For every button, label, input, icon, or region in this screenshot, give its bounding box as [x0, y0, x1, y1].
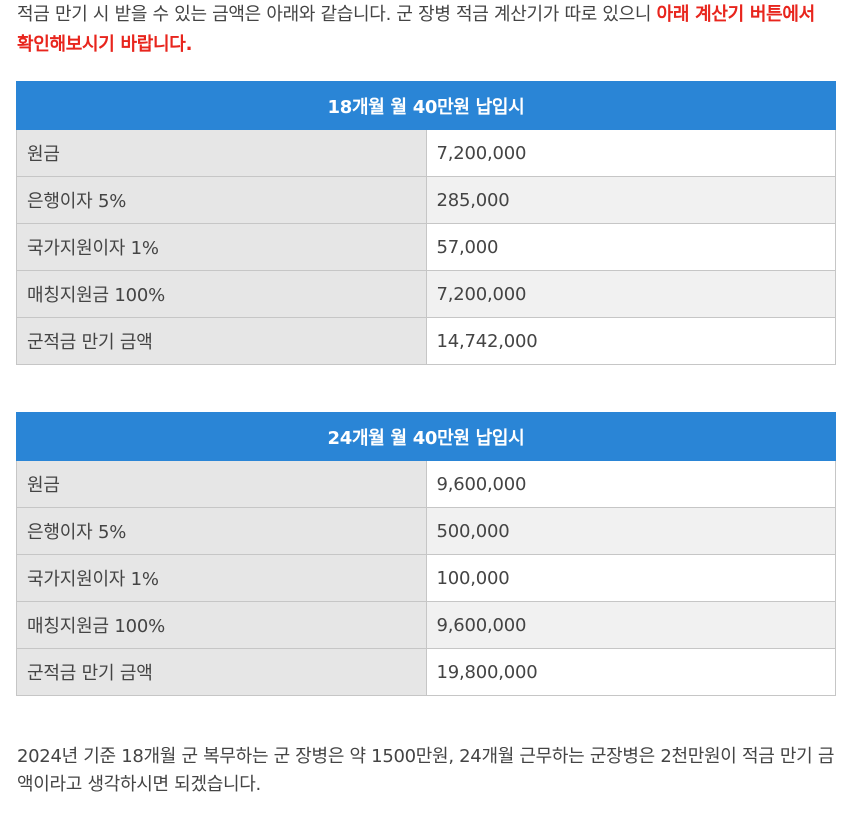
- row-label: 원금: [16, 460, 427, 508]
- table-row: 매칭지원금 100% 9,600,000: [16, 601, 836, 649]
- table-header: 24개월 월 40만원 납입시: [16, 412, 836, 461]
- row-label: 은행이자 5%: [16, 507, 427, 555]
- savings-table-18-months: 18개월 월 40만원 납입시 원금 7,200,000 은행이자 5% 285…: [16, 81, 836, 365]
- row-label: 군적금 만기 금액: [16, 648, 427, 696]
- row-value: 14,742,000: [425, 317, 836, 365]
- savings-table-24-months: 24개월 월 40만원 납입시 원금 9,600,000 은행이자 5% 500…: [16, 412, 836, 696]
- row-value: 7,200,000: [425, 270, 836, 318]
- row-label: 국가지원이자 1%: [16, 554, 427, 602]
- row-value: 500,000: [425, 507, 836, 555]
- table-row: 국가지원이자 1% 100,000: [16, 554, 836, 602]
- table-row: 은행이자 5% 285,000: [16, 176, 836, 224]
- table-row: 국가지원이자 1% 57,000: [16, 223, 836, 271]
- table-row: 매칭지원금 100% 7,200,000: [16, 270, 836, 318]
- table-row: 군적금 만기 금액 14,742,000: [16, 317, 836, 365]
- intro-text: 적금 만기 시 받을 수 있는 금액은 아래와 같습니다. 군 장병 적금 계산…: [17, 4, 657, 25]
- row-label: 원금: [16, 129, 427, 177]
- intro-highlight-text: 아래 계산기 버튼에서 확인해보시기 바랍니다.: [17, 4, 815, 55]
- intro-paragraph: 적금 만기 시 받을 수 있는 금액은 아래와 같습니다. 군 장병 적금 계산…: [17, 0, 837, 60]
- table-header: 18개월 월 40만원 납입시: [16, 81, 836, 130]
- table-row: 은행이자 5% 500,000: [16, 507, 836, 555]
- row-label: 매칭지원금 100%: [16, 601, 427, 649]
- table-row: 군적금 만기 금액 19,800,000: [16, 648, 836, 696]
- row-label: 국가지원이자 1%: [16, 223, 427, 271]
- row-label: 은행이자 5%: [16, 176, 427, 224]
- row-value: 100,000: [425, 554, 836, 602]
- row-value: 57,000: [425, 223, 836, 271]
- table-row: 원금 9,600,000: [16, 460, 836, 508]
- summary-paragraph: 2024년 기준 18개월 군 복무하는 군 장병은 약 1500만원, 24개…: [17, 746, 835, 795]
- row-value: 7,200,000: [425, 129, 836, 177]
- row-value: 19,800,000: [425, 648, 836, 696]
- table-row: 원금 7,200,000: [16, 129, 836, 177]
- row-label: 매칭지원금 100%: [16, 270, 427, 318]
- row-label: 군적금 만기 금액: [16, 317, 427, 365]
- row-value: 9,600,000: [425, 460, 836, 508]
- row-value: 9,600,000: [425, 601, 836, 649]
- row-value: 285,000: [425, 176, 836, 224]
